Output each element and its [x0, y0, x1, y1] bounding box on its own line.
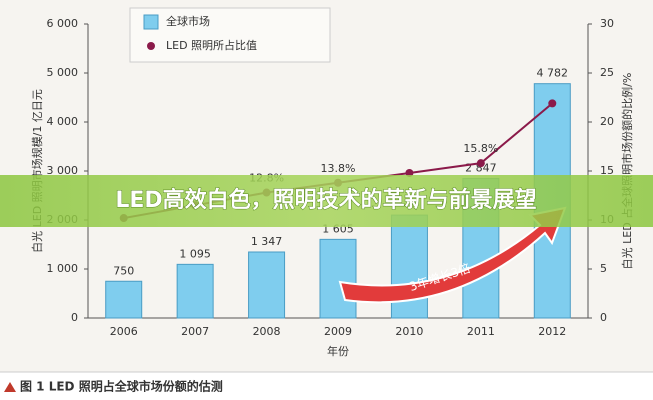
- banner-title: LED高效白色，照明技术的革新与前景展望: [115, 187, 536, 213]
- line-point: [476, 159, 485, 168]
- legend-swatch: [143, 14, 159, 30]
- x-tick-label: 2006: [110, 325, 138, 338]
- bar: [105, 280, 143, 319]
- y-tick-label: 5 000: [47, 66, 79, 79]
- line-point: [405, 168, 414, 177]
- y2-tick-label: 15: [600, 164, 614, 177]
- x-tick-label: 2010: [395, 325, 423, 338]
- x-tick-label: 2008: [253, 325, 281, 338]
- y2-tick-label: 25: [600, 66, 614, 79]
- y-tick-label: 4 000: [47, 115, 79, 128]
- bar-value-label: 1 347: [251, 235, 283, 248]
- caption-marker: [4, 382, 16, 392]
- x-tick-label: 2007: [181, 325, 209, 338]
- bar-value-label: 750: [113, 264, 134, 277]
- x-tick-label: 2011: [467, 325, 495, 338]
- y2-tick-label: 0: [600, 311, 607, 324]
- y2-tick-label: 5: [600, 262, 607, 275]
- legend-label: 全球市场: [166, 14, 210, 28]
- bar: [248, 251, 286, 319]
- y-tick-label: 1 000: [47, 262, 79, 275]
- bar-value-label: 4 782: [537, 67, 569, 80]
- y-tick-label: 3 000: [47, 164, 79, 177]
- bar-value-label: 1 095: [179, 247, 211, 260]
- y2-tick-label: 30: [600, 17, 614, 30]
- bar: [319, 238, 357, 319]
- line-point: [548, 99, 557, 108]
- y2-tick-label: 20: [600, 115, 614, 128]
- y-tick-label: 0: [71, 311, 78, 324]
- bar: [176, 263, 214, 319]
- legend-label: LED 照明所占比值: [166, 38, 257, 52]
- y-tick-label: 6 000: [47, 17, 79, 30]
- banner-band: [0, 175, 653, 227]
- legend-swatch: [147, 42, 155, 50]
- x-tick-label: 2012: [538, 325, 566, 338]
- caption-area: [0, 372, 653, 400]
- x-axis-label: 年份: [327, 344, 349, 358]
- caption: 图 1 LED 照明占全球市场份额的估测: [20, 379, 223, 394]
- legend-box: [129, 7, 331, 63]
- y2-axis-label: 白光 LED 占全球照明市场份额的比例/%: [620, 73, 634, 270]
- line-value-label: 15.8%: [463, 142, 498, 155]
- line-value-label: 13.8%: [321, 162, 356, 175]
- y-axis-label: 白光 LED 照明市场规模/1 亿日元: [30, 89, 44, 253]
- x-tick-label: 2009: [324, 325, 352, 338]
